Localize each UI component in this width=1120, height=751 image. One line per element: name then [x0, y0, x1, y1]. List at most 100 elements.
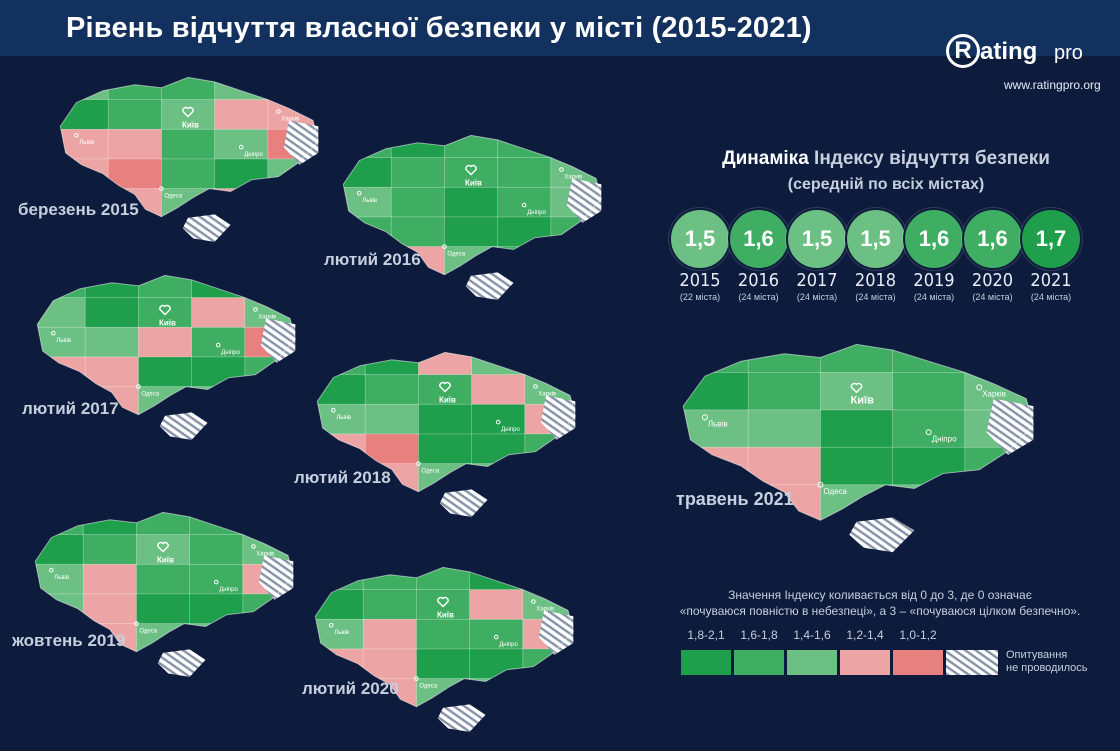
index-note-line-2: «почуваюся повністю в небезпеці», а 3 – … — [679, 604, 1081, 618]
map-region — [362, 618, 418, 650]
map-region — [497, 186, 552, 218]
map-region — [747, 446, 822, 486]
map-outline — [682, 343, 1034, 521]
map-region — [390, 186, 446, 218]
value-circle-2017: 1,5 — [786, 208, 848, 270]
map-region — [819, 409, 894, 449]
map-region — [416, 589, 471, 621]
map-region — [497, 157, 552, 189]
city-label-odesa: Одеса — [823, 487, 847, 496]
no-survey-label: Опитування не проводилось — [1006, 649, 1088, 675]
city-label-kyiv: Київ — [851, 394, 875, 406]
map-region — [892, 484, 966, 521]
city-dot-odesa — [134, 621, 139, 626]
map-region — [315, 567, 365, 591]
city-label-kyiv: Київ — [157, 555, 174, 564]
city-dot-lviv — [49, 567, 54, 573]
map-region — [418, 403, 473, 435]
map-region — [524, 352, 576, 376]
kyiv-heart-icon — [850, 382, 863, 394]
city-dot-odesa — [817, 481, 824, 488]
city-label-lviv: Львів — [334, 630, 349, 636]
map-region — [364, 374, 420, 406]
map-region — [60, 99, 110, 131]
map-region — [497, 216, 552, 248]
map-region — [524, 463, 576, 492]
legend-range-2: 1,4-1,6 — [793, 628, 831, 642]
legend-swatch-4 — [893, 650, 943, 675]
map-region — [469, 648, 524, 680]
kyiv-heart-icon — [439, 381, 451, 393]
city-label-odesa: Одеса — [421, 469, 439, 475]
year-label-2016: 2016 — [737, 270, 780, 291]
map-region — [364, 433, 420, 465]
map-region — [214, 188, 269, 217]
map-region — [317, 352, 367, 376]
city-dot-kharkiv — [976, 384, 983, 391]
map-outline — [59, 76, 319, 218]
map-region — [37, 356, 87, 388]
city-dot-dnipro — [238, 144, 244, 150]
map-region — [747, 372, 822, 411]
ratingpro-logo: R ating pro www.ratingpro.org — [946, 34, 1116, 94]
map-region-no-survey — [258, 555, 294, 600]
city-label-kharkiv: Харків — [982, 389, 1006, 398]
city-label-kyiv: Київ — [465, 178, 482, 187]
logo-suffix: pro — [1054, 42, 1083, 64]
map-region — [471, 463, 526, 492]
city-label-lviv: Львів — [336, 415, 351, 421]
kyiv-heart-icon — [159, 304, 171, 316]
city-count-2018: (24 міста) — [855, 292, 896, 302]
map-region — [107, 99, 163, 131]
map-region — [469, 589, 524, 621]
map-region — [244, 386, 296, 415]
city-label-dnipro: Дніпро — [221, 350, 240, 356]
city-dot-dnipro — [521, 202, 527, 208]
map-region — [37, 297, 87, 329]
map-region — [191, 356, 246, 388]
map-region — [84, 356, 140, 388]
city-label-kyiv: Київ — [159, 318, 176, 327]
map-region — [964, 446, 1034, 486]
page-title: Рівень відчуття власної безпеки у місті … — [66, 12, 812, 44]
map-region — [136, 593, 191, 625]
map-region — [317, 403, 367, 435]
map-region — [497, 246, 552, 275]
kyiv-heart-icon — [465, 164, 477, 176]
map-oct-2019: Київ Харків Львів Одеса Дніпро — [34, 511, 294, 677]
map-region — [471, 374, 526, 406]
city-label-lviv: Львів — [79, 140, 94, 146]
no-survey-line-2: не проводилось — [1006, 662, 1088, 674]
legend-range-3: 1,2-1,4 — [846, 628, 884, 642]
city-label-lviv: Львів — [56, 338, 71, 344]
map-feb-2018: Київ Харків Львів Одеса Дніпро — [316, 351, 576, 517]
year-label-2019: 2019 — [913, 270, 955, 291]
city-label-kyiv: Київ — [439, 395, 456, 404]
map-region — [522, 567, 574, 591]
city-dot-lviv — [329, 622, 334, 628]
map-crimea-no-survey — [159, 412, 208, 440]
map-region — [189, 593, 244, 625]
map-march-2015: Київ Харків Львів Одеса Дніпро — [59, 76, 319, 242]
city-label-dnipro: Дніпро — [244, 152, 263, 158]
map-region — [84, 326, 140, 358]
map-region — [107, 158, 163, 190]
map-region — [747, 409, 822, 449]
city-label-odesa: Одеса — [141, 392, 159, 398]
map-feb-2016: Київ Харків Львів Одеса Дніпро — [342, 134, 602, 300]
map-region — [892, 372, 966, 411]
map-region — [469, 678, 524, 707]
map-may-2021[interactable]: Київ Харків Львів Одеса Дніпро — [676, 335, 1056, 575]
map-region — [191, 326, 246, 358]
legend-range-1: 1,6-1,8 — [740, 628, 778, 642]
map-region — [138, 356, 193, 388]
value-circle-2021: 1,7 — [1020, 208, 1082, 270]
city-label-odesa: Одеса — [164, 194, 182, 200]
city-label-kharkiv: Харків — [281, 117, 299, 123]
map-caption-oct-2019: жовтень 2019 — [12, 631, 126, 650]
map-caption-march-2015: березень 2015 — [18, 200, 139, 219]
map-region — [244, 356, 296, 388]
city-dot-lviv — [51, 330, 56, 336]
city-label-kharkiv: Харків — [536, 607, 554, 613]
kyiv-heart-icon — [437, 596, 449, 608]
